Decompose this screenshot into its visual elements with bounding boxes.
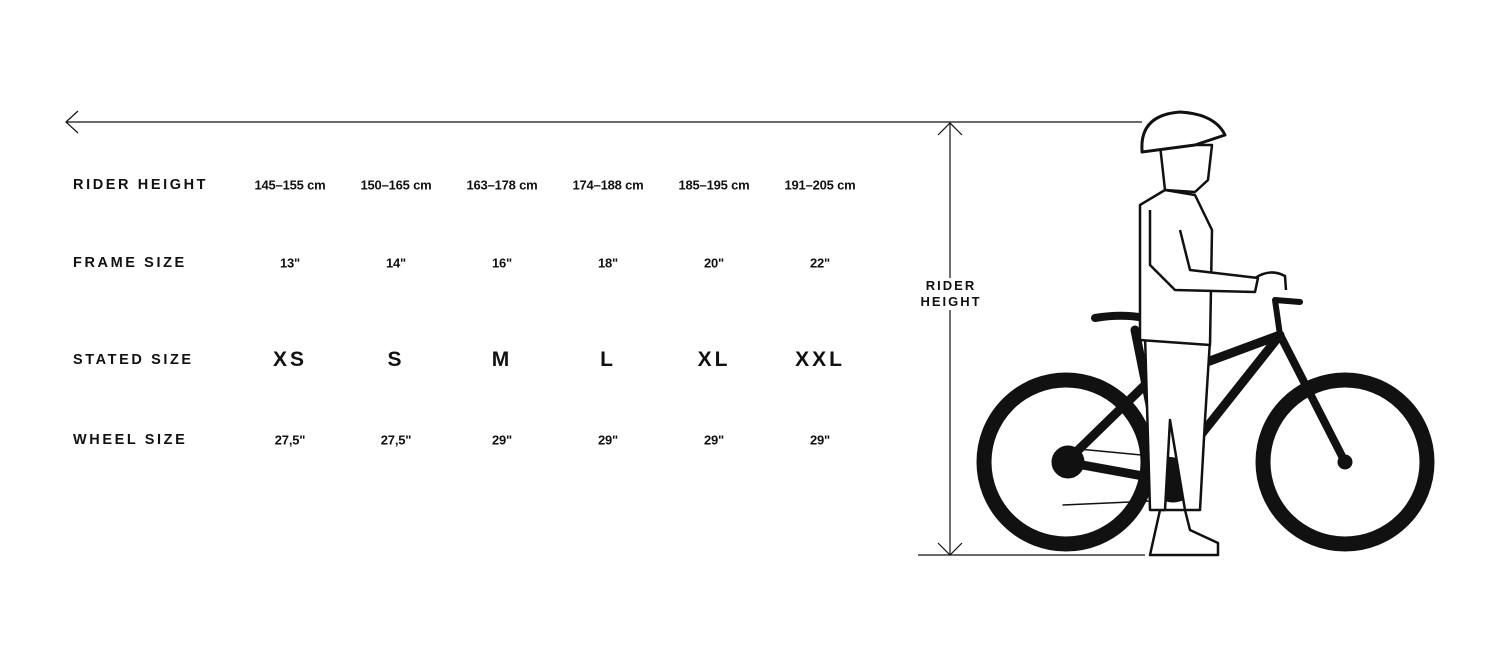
size-cell: 174–188 cm	[572, 177, 644, 193]
size-cell: 22"	[809, 255, 831, 271]
size-cell: 150–165 cm	[360, 177, 432, 193]
size-cell: 163–178 cm	[466, 177, 538, 193]
arrow-up-head	[937, 122, 963, 136]
row-label: FRAME SIZE	[73, 255, 187, 271]
size-cell: 20"	[703, 255, 725, 271]
size-cell: 27,5"	[380, 432, 412, 448]
size-cell: 29"	[597, 432, 619, 448]
size-cell: 14"	[385, 255, 407, 271]
label-line-2: HEIGHT	[920, 294, 982, 309]
size-cell: 185–195 cm	[678, 177, 750, 193]
size-cell: XS	[272, 348, 307, 371]
label-line-1: RIDER	[925, 278, 977, 293]
rider	[1138, 110, 1288, 557]
size-cell: S	[387, 348, 405, 371]
size-cell: 29"	[809, 432, 831, 448]
size-cell: 191–205 cm	[784, 177, 856, 193]
size-cell: 145–155 cm	[254, 177, 326, 193]
size-cell: XL	[697, 348, 731, 371]
arrow-left-head	[65, 110, 79, 134]
size-cell: 29"	[703, 432, 725, 448]
size-cell: 13"	[279, 255, 301, 271]
size-cell: M	[491, 348, 513, 371]
row-label: WHEEL SIZE	[73, 432, 188, 448]
size-cell: L	[600, 348, 616, 371]
size-cell: 16"	[491, 255, 513, 271]
size-cell: XXL	[795, 348, 845, 371]
row-label: RIDER HEIGHT	[73, 177, 209, 193]
size-cell: 27,5"	[274, 432, 306, 448]
rider-height-dimension-label: RIDER HEIGHT	[900, 278, 1002, 310]
row-label: STATED SIZE	[73, 352, 194, 368]
size-cell: 18"	[597, 255, 619, 271]
size-cell: 29"	[491, 432, 513, 448]
